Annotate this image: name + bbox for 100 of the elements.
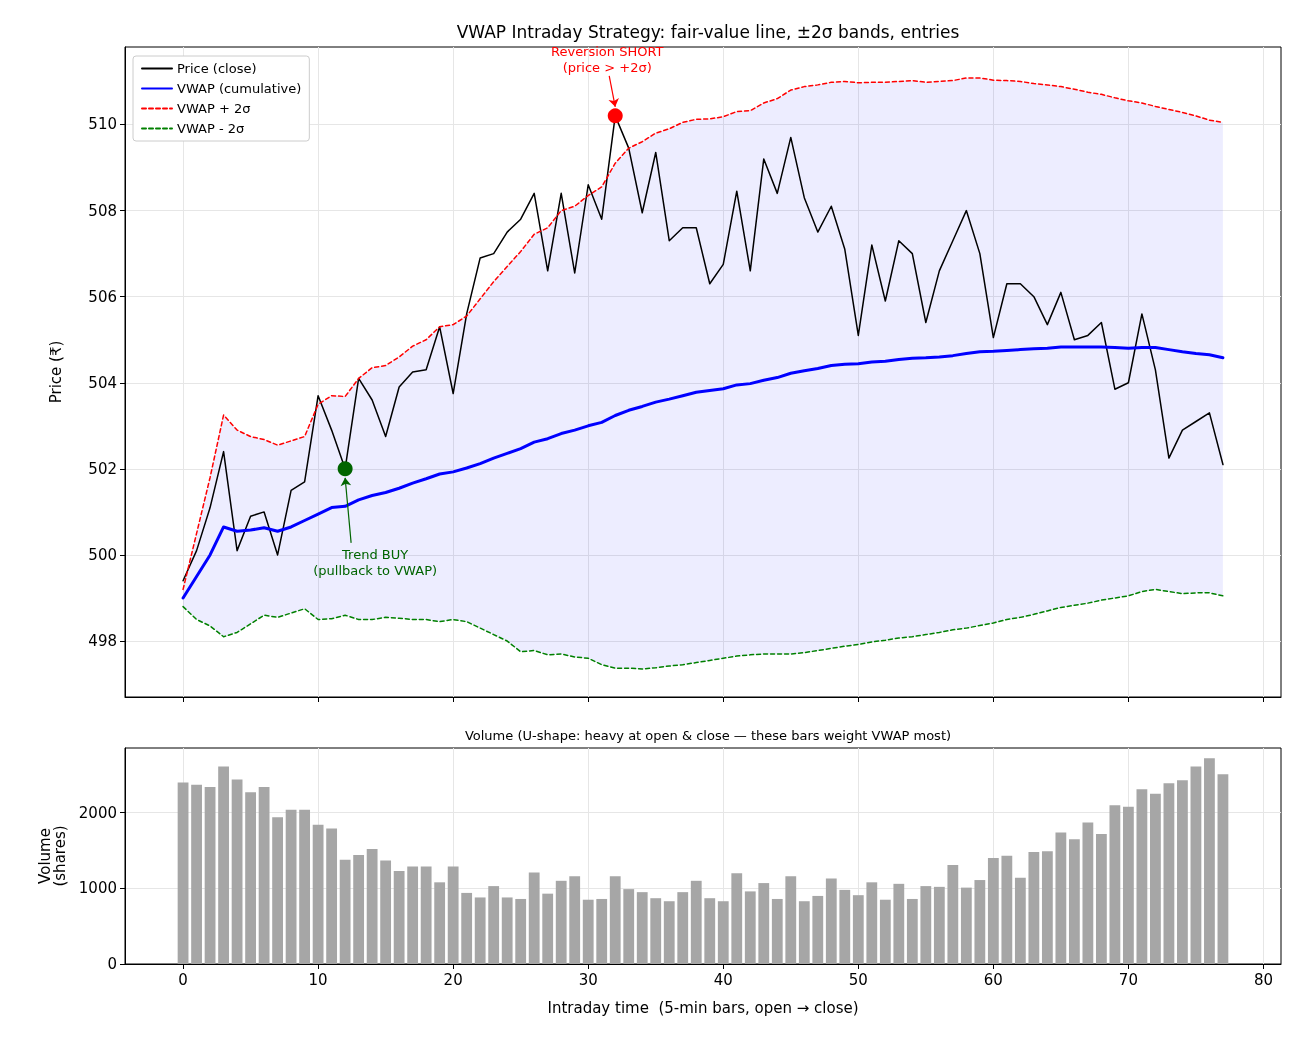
bar [798,901,810,964]
bar [906,898,918,964]
bar [1055,832,1067,964]
bar [947,864,959,964]
x-tick-label: 80 [1253,970,1273,989]
bar [353,855,365,964]
bar [258,787,270,964]
x-axis-title: Intraday time (5-min bars, open → close) [547,998,859,1017]
bar [380,860,392,964]
bar [488,886,500,964]
bar [245,792,256,964]
bar [812,895,824,964]
bar [1177,780,1188,964]
y-tick-label: 506 [88,287,117,306]
y-axis-title: Price (₹) [46,340,65,404]
legend-label: VWAP + 2σ [177,101,251,116]
bar [1028,852,1040,964]
bar [933,886,945,964]
bar [717,901,729,964]
bar [326,828,338,964]
bar [542,893,554,964]
legend-label: Price (close) [177,61,257,76]
bar [218,766,229,964]
x-tick-label: 60 [983,970,1003,989]
bar [758,883,770,964]
bar [704,898,716,964]
bar [1014,877,1026,964]
bar [609,876,621,964]
bar [785,876,797,964]
bar [839,889,851,964]
bar [987,858,999,964]
bar [1001,855,1013,964]
bar [636,892,648,964]
bar [461,892,473,964]
y-tick-label: 0 [107,955,117,973]
chart-title: Volume (U-shape: heavy at open & close — these bars weight VWAP most) [464,728,952,743]
bar [1109,805,1121,964]
y-tick-label: 2000 [78,803,117,822]
bar [744,891,756,964]
bar [555,880,567,964]
y-tick-label: 510 [88,115,117,134]
bar [1163,783,1175,964]
bar [285,809,297,964]
annotation: Trend BUY (pullback to VWAP) [313,547,438,579]
bar [960,887,972,964]
bar [204,787,216,964]
bar [663,901,675,964]
bar [1217,774,1229,964]
bar [528,872,540,964]
y-tick-label: 1000 [78,879,117,898]
bar [515,898,527,964]
y-tick-label: 498 [88,632,117,651]
bar [299,809,311,964]
bar [407,866,419,964]
bar [420,866,432,964]
line-series [181,345,1225,600]
bar [501,897,513,964]
line-series [182,588,1224,670]
bar [434,882,446,964]
y-tick-label: 500 [88,545,117,564]
legend-label: VWAP - 2σ [177,121,245,136]
bar [191,784,202,964]
bar [393,870,405,964]
bar [474,897,486,964]
bar [1123,806,1134,964]
bar [771,898,783,964]
x-tick-label: 70 [1118,970,1138,989]
x-tick-label: 0 [178,970,188,989]
bar [623,889,635,964]
annotation: Reversion SHORT (price > +2σ) [550,44,664,76]
x-tick-label: 40 [713,970,733,989]
bar [177,782,189,964]
x-tick-label: 10 [308,970,328,989]
bar [852,895,864,964]
bar [866,882,878,964]
x-tick-label: 50 [848,970,868,989]
x-tick-label: 20 [443,970,463,989]
x-tick-label: 30 [578,970,598,989]
bar [447,866,459,964]
bar [582,899,594,964]
bar [974,880,986,964]
bar [569,876,581,964]
bar [1082,822,1094,964]
bar [1204,758,1215,964]
bar [731,873,743,964]
bar [879,899,891,964]
bar [920,886,932,964]
bar [1068,839,1080,964]
bar [1136,789,1148,964]
y-tick-label: 504 [88,373,117,392]
chart-title: VWAP Intraday Strategy: fair-value line, ±2σ bands, entries [456,21,960,42]
bar [690,880,702,964]
legend-label: VWAP (cumulative) [177,81,302,96]
bar [312,824,324,964]
y-axis-title: Volume (shares) [35,825,69,887]
bar [650,898,662,964]
bar [1150,793,1161,964]
bar [1041,851,1053,964]
bar [893,883,905,964]
bar [677,892,689,964]
